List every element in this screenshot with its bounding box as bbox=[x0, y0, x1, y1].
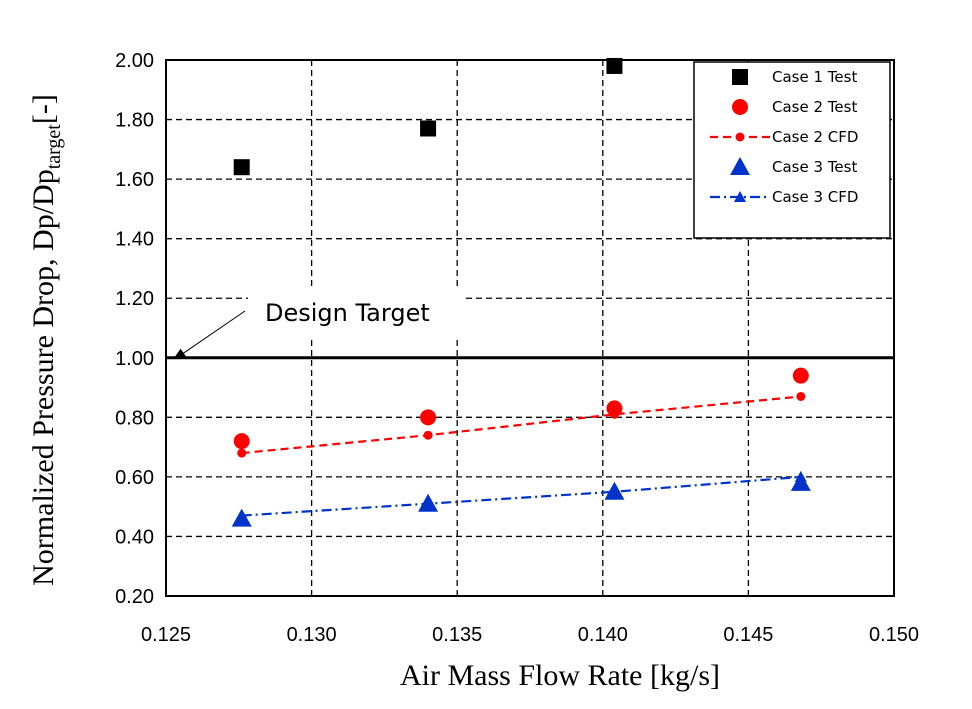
y-tick-label: 1.00 bbox=[115, 348, 154, 370]
case-2-cfd-line bbox=[241, 395, 801, 455]
x-tick-label: 0.135 bbox=[432, 624, 482, 646]
case-1-test-point bbox=[606, 57, 623, 74]
y-tick-label: 1.60 bbox=[115, 169, 154, 191]
case-2-cfd-point bbox=[237, 448, 247, 458]
case-3-cfd-point bbox=[794, 470, 807, 482]
x-tick-label: 0.145 bbox=[723, 624, 773, 646]
case-2-cfd-point bbox=[796, 391, 806, 401]
case-2-test-point bbox=[420, 409, 437, 426]
y-axis-title: Normalized Pressure Drop, Dp/Dptarget[-] bbox=[27, 94, 65, 586]
case-1-test-point bbox=[420, 120, 437, 137]
legend-marker-case-3-cfd bbox=[734, 191, 746, 202]
case-1-test-point bbox=[233, 159, 250, 176]
x-tick-label: 0.140 bbox=[578, 624, 628, 646]
case-3-cfd-point bbox=[422, 497, 435, 509]
case-3-cfd-point bbox=[608, 485, 621, 497]
case-2-test-point bbox=[792, 367, 809, 384]
x-tick-label: 0.125 bbox=[141, 624, 191, 646]
design-target-label: Design Target bbox=[265, 299, 430, 327]
legend-label-case-2-cfd: Case 2 CFD bbox=[772, 128, 858, 146]
x-axis-title: Air Mass Flow Rate [kg/s] bbox=[400, 659, 720, 692]
plot-border bbox=[165, 59, 895, 597]
legend-marker-case-1-test bbox=[732, 69, 748, 85]
x-tick-label: 0.150 bbox=[869, 624, 919, 646]
case-3-cfd-point bbox=[235, 509, 248, 521]
design-target-label-bg bbox=[248, 288, 463, 338]
legend-label-case-2-test: Case 2 Test bbox=[772, 98, 857, 116]
y-tick-label: 0.20 bbox=[115, 586, 154, 608]
design-target-marker bbox=[173, 348, 188, 359]
y-tick-label: 0.40 bbox=[115, 526, 154, 548]
legend-label-case-1-test: Case 1 Test bbox=[772, 68, 857, 86]
design-target-arrow bbox=[182, 310, 246, 355]
legend-label-case-3-cfd: Case 3 CFD bbox=[772, 188, 858, 206]
case-2-cfd-point bbox=[609, 409, 619, 419]
case-2-cfd-point bbox=[423, 430, 433, 440]
y-tick-label: 2.00 bbox=[115, 50, 154, 72]
x-tick-label: 0.130 bbox=[287, 624, 337, 646]
case-2-test-point bbox=[233, 433, 250, 450]
legend-marker-case-2-test bbox=[732, 99, 748, 115]
legend-marker-case-2-cfd bbox=[735, 132, 745, 142]
y-tick-label: 1.40 bbox=[115, 229, 154, 251]
legend-marker-case-3-test bbox=[730, 157, 750, 175]
legend-label-case-3-test: Case 3 Test bbox=[772, 158, 857, 176]
legend-box bbox=[693, 61, 891, 239]
legend: Case 1 Test Case 2 Test Case 2 CFD Case 3 T… bbox=[693, 61, 891, 239]
y-tick-label: 0.60 bbox=[115, 467, 154, 489]
y-tick-label: 1.20 bbox=[115, 288, 154, 310]
y-tick-label: 1.80 bbox=[115, 110, 154, 132]
y-tick-label: 0.80 bbox=[115, 407, 154, 429]
case-3-cfd-line bbox=[241, 475, 801, 517]
